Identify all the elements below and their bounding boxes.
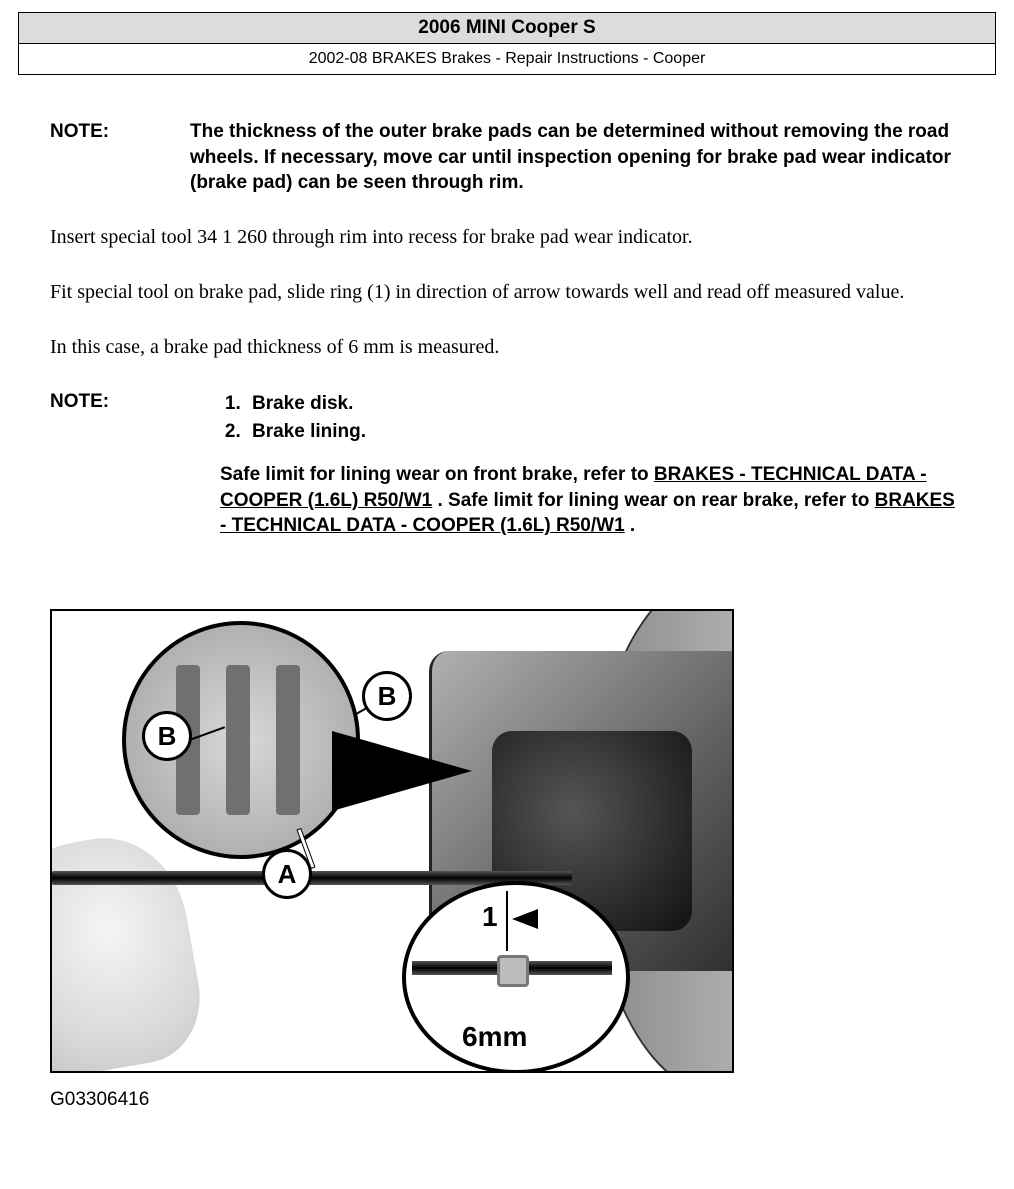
ref-mid: . Safe limit for lining wear on rear bra… xyxy=(432,490,874,511)
paragraph-3: In this case, a brake pad thickness of 6… xyxy=(50,334,964,361)
note-refs: Safe limit for lining wear on front brak… xyxy=(220,462,964,539)
ref-post: . xyxy=(625,515,636,536)
paragraph-2: Fit special tool on brake pad, slide rin… xyxy=(50,279,964,306)
callout-label-1: 1 xyxy=(482,901,498,933)
arrow-left-icon xyxy=(512,909,538,929)
callout-pointer xyxy=(332,731,472,811)
note-label: NOTE: xyxy=(50,119,190,196)
callout-label-b: B xyxy=(362,671,412,721)
callout-label-b: B xyxy=(142,711,192,761)
document-body: NOTE: The thickness of the outer brake p… xyxy=(0,119,1014,1111)
header-title: 2006 MINI Cooper S xyxy=(19,13,995,44)
note-body: Brake disk. Brake lining. Safe limit for… xyxy=(220,391,964,539)
gauge-ring-shape xyxy=(497,955,529,987)
figure-id: G03306416 xyxy=(50,1089,964,1111)
note-text: The thickness of the outer brake pads ca… xyxy=(190,119,964,196)
figure-container: B B A 1 6mm G03306416 xyxy=(50,609,964,1111)
note-label: NOTE: xyxy=(50,391,220,539)
note-block-2: NOTE: Brake disk. Brake lining. Safe lim… xyxy=(50,391,964,539)
note-block-1: NOTE: The thickness of the outer brake p… xyxy=(50,119,964,196)
document-header: 2006 MINI Cooper S 2002-08 BRAKES Brakes… xyxy=(18,12,996,75)
hand-shape xyxy=(50,826,210,1074)
paragraph-1: Insert special tool 34 1 260 through rim… xyxy=(50,224,964,251)
note-item-1: Brake disk. xyxy=(246,391,964,417)
ref-pre: Safe limit for lining wear on front brak… xyxy=(220,464,654,485)
figure-illustration: B B A 1 6mm xyxy=(50,609,734,1073)
note-item-2: Brake lining. xyxy=(246,419,964,445)
callout-label-a: A xyxy=(262,849,312,899)
measurement-label: 6mm xyxy=(462,1021,527,1053)
header-subtitle: 2002-08 BRAKES Brakes - Repair Instructi… xyxy=(19,44,995,74)
measure-line xyxy=(506,891,508,951)
